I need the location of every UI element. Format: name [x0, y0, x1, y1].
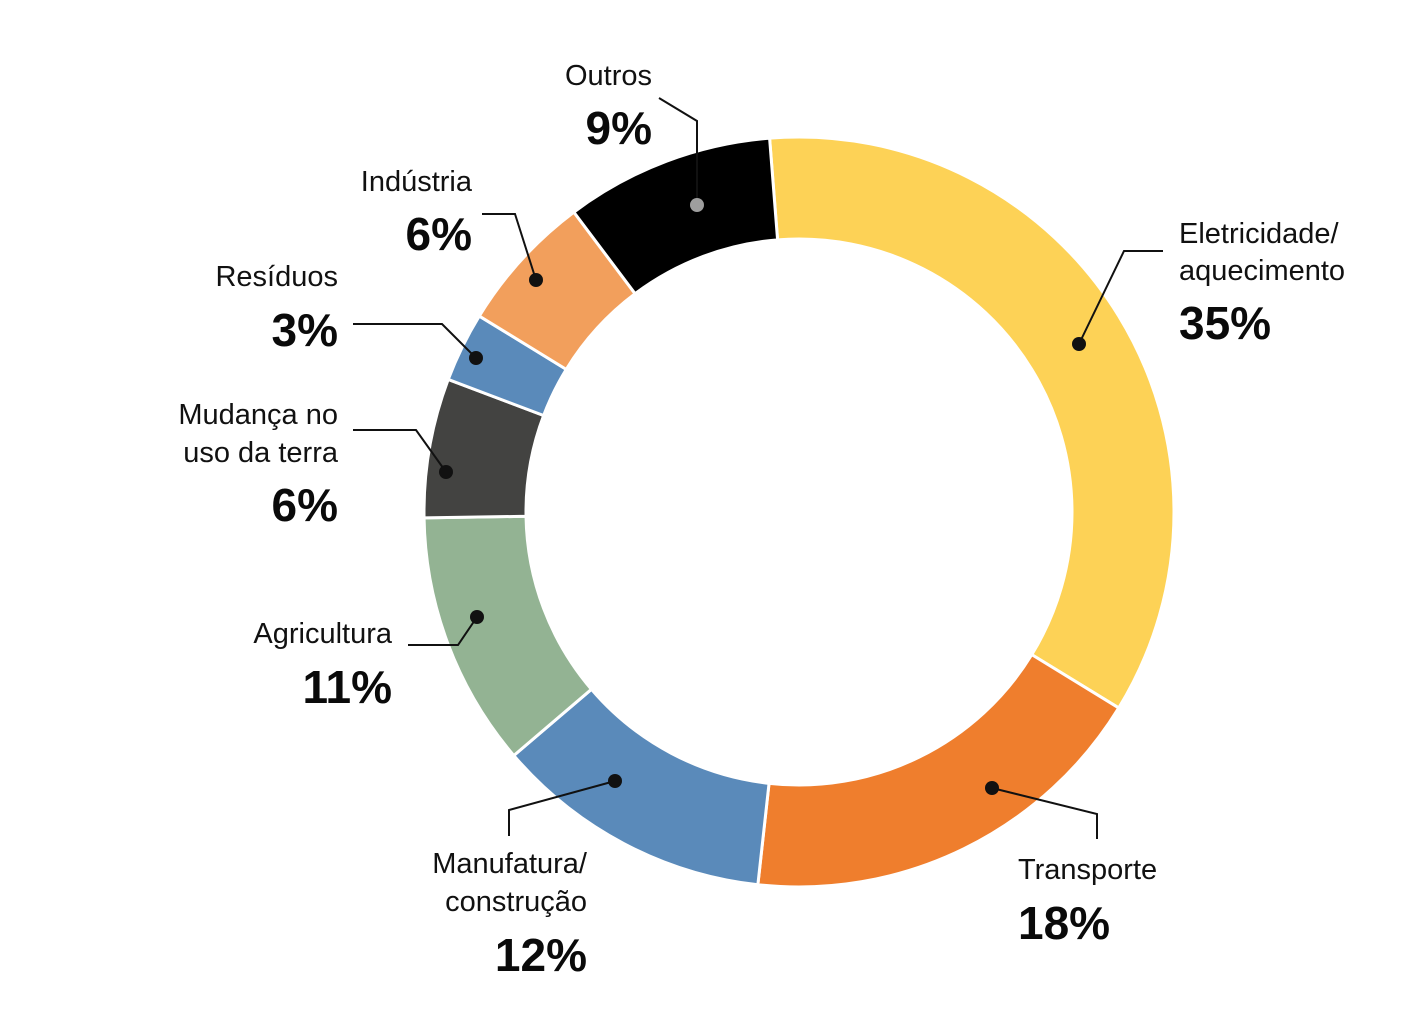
marker-dot-transporte — [985, 781, 999, 795]
leader-line-mudanca-no-uso-da-terra — [353, 429, 447, 473]
slice-label: Resíduos — [215, 261, 338, 293]
slice-transporte — [756, 653, 1121, 889]
leader-line-eletricidade-aquecimento — [1078, 250, 1163, 345]
slice-label: Manufatura/ — [432, 848, 588, 880]
slice-eletricidade-aquecimento — [768, 135, 1176, 710]
leader-line-agricultura — [408, 616, 478, 646]
slice-outros — [572, 136, 780, 296]
slice-value-label: 18% — [1018, 897, 1110, 949]
callout-mudanca-no-uso-da-terra: Mudança no uso da terra 6% — [178, 399, 453, 531]
callout-eletricidade-aquecimento: Eletricidade/aquecimento 35% — [1072, 218, 1345, 351]
slice-label: uso da terra — [183, 437, 339, 469]
marker-dot-mudanca-no-uso-da-terra — [439, 465, 453, 479]
callout-agricultura: Agricultura 11% — [253, 610, 484, 713]
slice-label: construção — [445, 886, 587, 918]
slice-label: Mudança no — [178, 399, 338, 431]
callout-residuos: Resíduos 3% — [215, 261, 483, 365]
donut-slices — [422, 135, 1176, 889]
leader-line-manufatura-construcao — [508, 780, 616, 836]
slice-label: Indústria — [361, 166, 473, 198]
marker-dot-eletricidade-aquecimento — [1072, 337, 1086, 351]
marker-dot-agricultura — [470, 610, 484, 624]
slice-value-label: 35% — [1179, 297, 1271, 349]
callout-outros: Outros 9% — [565, 60, 704, 212]
slice-label: Eletricidade/ — [1179, 218, 1340, 250]
callout-transporte: Transporte 18% — [985, 781, 1157, 949]
marker-dot-industria — [529, 273, 543, 287]
marker-dot-residuos — [469, 351, 483, 365]
leader-line-outros — [658, 97, 698, 205]
slice-label: Transporte — [1018, 854, 1157, 886]
slice-label: aquecimento — [1179, 255, 1345, 287]
callout-industria: Indústria 6% — [361, 166, 543, 287]
marker-dot-manufatura-construcao — [608, 774, 622, 788]
slice-value-label: 12% — [495, 929, 587, 981]
leader-line-transporte — [991, 787, 1098, 839]
slice-callouts: Eletricidade/aquecimento 35% Transporte 18%… — [178, 60, 1345, 981]
marker-dot-outros — [690, 198, 704, 212]
leader-line-industria — [482, 213, 537, 281]
leader-line-residuos — [353, 323, 477, 359]
slice-value-label: 6% — [272, 479, 338, 531]
slice-value-label: 3% — [272, 304, 338, 356]
slice-label: Outros — [565, 60, 652, 92]
slice-value-label: 11% — [302, 661, 392, 713]
callout-manufatura-construcao: Manufatura/construção 12% — [432, 774, 622, 981]
slice-label: Agricultura — [253, 618, 392, 650]
slice-value-label: 9% — [586, 102, 652, 154]
slice-value-label: 6% — [406, 208, 472, 260]
